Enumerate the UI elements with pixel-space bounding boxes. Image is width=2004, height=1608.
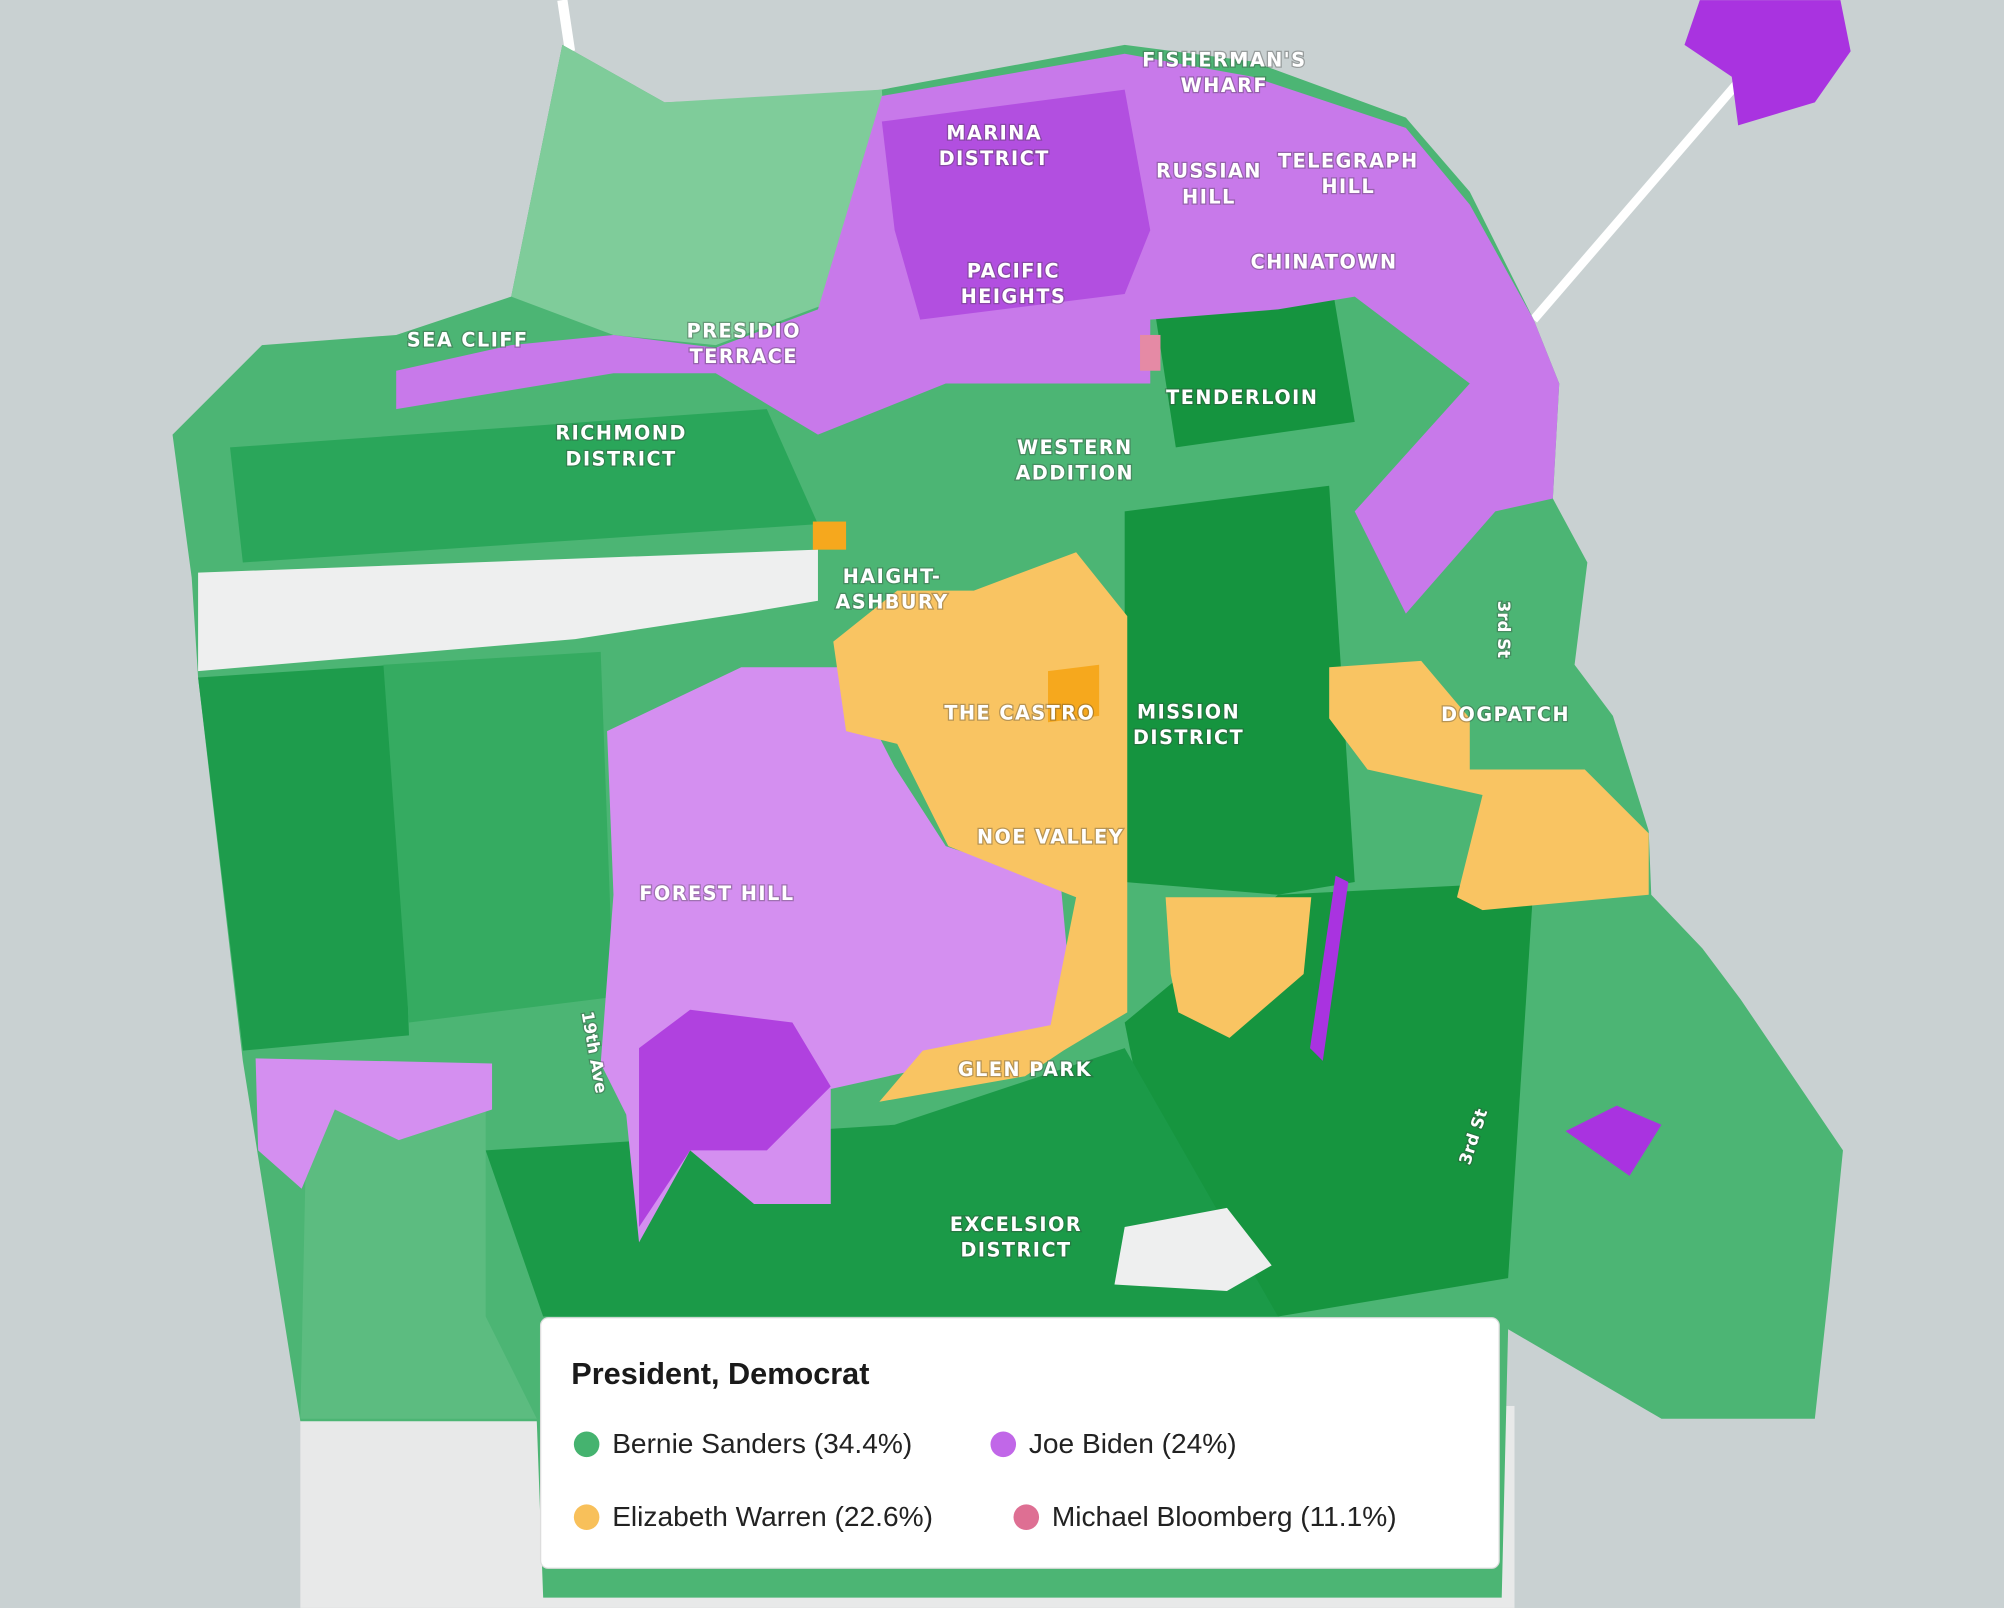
golden-gate-bridge xyxy=(557,0,576,52)
mclaren-park xyxy=(1114,1207,1272,1291)
label-line: RUSSIAN xyxy=(1156,160,1262,183)
north-biden xyxy=(396,53,1560,614)
label-line: DISTRICT xyxy=(939,147,1050,170)
neighborhood-label: CHINATOWN xyxy=(1251,250,1398,273)
neighborhood-label: MISSION DISTRICT xyxy=(1133,700,1244,749)
bloomberg-precinct xyxy=(1140,334,1161,371)
neighborhood-label: MARINA DISTRICT xyxy=(939,121,1050,170)
golden-gate-park xyxy=(198,549,818,672)
neighborhood-label: HAIGHT-ASHBURY xyxy=(836,565,949,614)
label-line: GLEN PARK xyxy=(958,1058,1092,1081)
neighborhood-label: TELEGRAPH HILL xyxy=(1278,150,1419,199)
label-line: DISTRICT xyxy=(1133,726,1244,749)
neighborhood-label: SEA CLIFF xyxy=(407,328,529,351)
neighborhood-label: WESTERN ADDITION xyxy=(1016,436,1135,485)
label-line: WHARF xyxy=(1181,74,1269,97)
label-line: DISTRICT xyxy=(960,1238,1071,1261)
sunset-west xyxy=(198,664,409,1051)
neighborhood-label: RUSSIAN HILL xyxy=(1156,160,1262,209)
label-line: FISHERMAN'S xyxy=(1142,49,1306,72)
label-line: SEA CLIFF xyxy=(407,328,529,351)
dogpatch-warren xyxy=(1329,660,1649,911)
label-line: PACIFIC xyxy=(967,259,1060,282)
sunset-east xyxy=(383,651,614,1023)
neighborhood-label: TENDERLOIN xyxy=(1166,386,1318,409)
lake-merced xyxy=(300,1099,537,1419)
neighborhood-label: EXCELSIOR DISTRICT xyxy=(950,1213,1082,1262)
bernal-strip xyxy=(1310,875,1349,1061)
label-line: HEIGHTS xyxy=(961,285,1067,308)
neighborhood-label: PACIFIC HEIGHTS xyxy=(961,259,1067,308)
label-line: TELEGRAPH xyxy=(1278,150,1419,173)
legend-label: Bernie Sanders (34.4%) xyxy=(612,1428,912,1459)
neighborhood-label: FISHERMAN'S WHARF xyxy=(1142,49,1306,98)
neighborhood-label: DOGPATCH xyxy=(1441,703,1570,726)
legend-label: Joe Biden (24%) xyxy=(1029,1428,1237,1459)
label-line: HILL xyxy=(1182,185,1236,208)
label-line: ADDITION xyxy=(1016,461,1135,484)
label-line: FOREST HILL xyxy=(639,882,794,905)
castro-core xyxy=(1048,664,1100,723)
label-line: ASHBURY xyxy=(836,590,949,613)
legend-box xyxy=(539,1317,1500,1569)
label-line: RICHMOND xyxy=(555,422,687,445)
st-francis-wood xyxy=(639,1009,831,1228)
legend-swatch xyxy=(573,1431,600,1458)
label-line: EXCELSIOR xyxy=(950,1213,1082,1236)
neighborhood-label: PRESIDIO TERRACE xyxy=(687,320,801,369)
label-line: TERRACE xyxy=(690,345,798,368)
neighborhood-label: RICHMOND DISTRICT xyxy=(555,422,687,471)
label-line: HILL xyxy=(1321,175,1375,198)
legend-title: President, Democrat xyxy=(571,1357,869,1391)
label-line: MISSION xyxy=(1137,700,1240,723)
lake-shore-biden xyxy=(255,1058,493,1189)
label-line: HAIGHT- xyxy=(843,565,942,588)
treasure-island xyxy=(1684,0,1851,126)
hunters-point-biden xyxy=(1565,1105,1662,1176)
neighborhood-label: NOE VALLEY xyxy=(977,826,1124,849)
legend-swatch xyxy=(573,1504,600,1530)
richmond xyxy=(230,409,818,563)
label-line: THE CASTRO xyxy=(944,702,1095,725)
mission-warren xyxy=(1165,897,1312,1038)
label-line: CHINATOWN xyxy=(1251,250,1398,273)
legend-items: Bernie Sanders (34.4%) Joe Biden (24%) Eli… xyxy=(573,1428,1397,1532)
label-line: WESTERN xyxy=(1017,436,1133,459)
legend-label: Michael Bloomberg (11.1%) xyxy=(1052,1501,1397,1532)
legend: President, Democrat Bernie Sanders (34.4… xyxy=(539,1317,1500,1569)
neighborhood-label: THE CASTRO xyxy=(944,702,1095,725)
neighborhood-label: GLEN PARK xyxy=(958,1058,1092,1081)
mission xyxy=(1124,485,1355,895)
label-line: MARINA xyxy=(946,121,1042,144)
legend-label: Elizabeth Warren (22.6%) xyxy=(612,1501,933,1532)
legend-swatch xyxy=(1013,1504,1040,1530)
bay-bridge xyxy=(1530,76,1745,323)
legend-swatch xyxy=(990,1431,1017,1458)
pacific-heights-biden xyxy=(881,89,1151,320)
label-line: NOE VALLEY xyxy=(977,826,1124,849)
warren-precinct xyxy=(812,521,847,550)
label-line: TENDERLOIN xyxy=(1166,386,1318,409)
neighborhood-label: FOREST HILL xyxy=(639,882,794,905)
label-line: PRESIDIO xyxy=(687,320,801,343)
excelsior xyxy=(485,1048,1279,1317)
street-label: 3rd St xyxy=(1494,601,1513,658)
label-line: DISTRICT xyxy=(566,447,677,470)
label-line: DOGPATCH xyxy=(1441,703,1570,726)
presidio xyxy=(511,44,895,346)
